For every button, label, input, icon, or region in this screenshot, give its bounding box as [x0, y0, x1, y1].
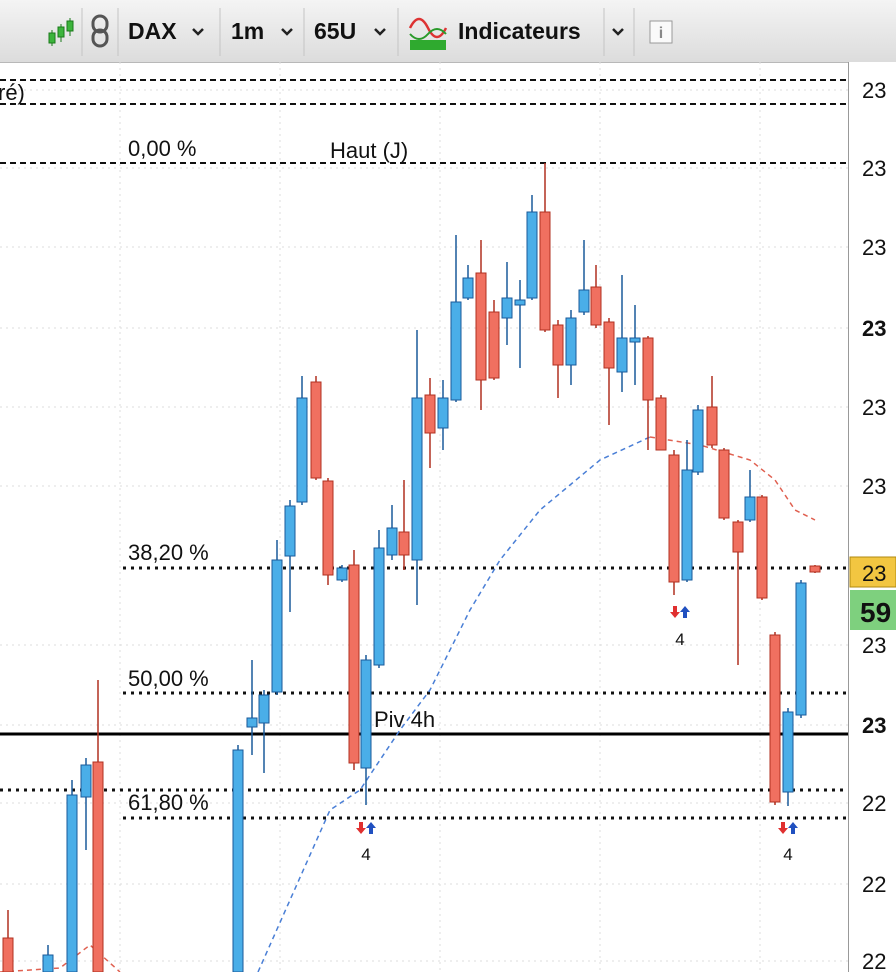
candle — [488, 311, 500, 379]
candle — [668, 454, 680, 583]
signal-down — [670, 606, 680, 618]
svg-text:i: i — [659, 25, 663, 42]
symbol-selector[interactable]: DAX — [128, 18, 177, 44]
price-label: 23 — [862, 78, 886, 103]
candle — [232, 749, 244, 972]
candle — [66, 794, 78, 972]
candle — [271, 559, 283, 693]
candle — [795, 582, 807, 716]
candle — [642, 337, 654, 401]
candle — [681, 469, 693, 581]
candle — [462, 277, 474, 299]
candle — [578, 289, 590, 313]
candle — [603, 321, 615, 369]
candle — [655, 397, 667, 451]
candle — [310, 381, 322, 479]
fib-label: 38,20 % — [128, 540, 209, 565]
candle — [732, 521, 744, 553]
price-label: 23 — [862, 316, 886, 341]
toolbar-icons: i — [48, 8, 673, 56]
candle — [348, 564, 360, 764]
candle — [42, 954, 54, 972]
change-badge — [850, 590, 896, 630]
signal-count: 4 — [361, 845, 370, 864]
fib-label: 61,80 % — [128, 790, 209, 815]
change-value: 59 — [860, 597, 891, 628]
candle — [373, 547, 385, 666]
candle — [411, 397, 423, 561]
candle — [629, 337, 641, 343]
units-selector[interactable]: 65U — [314, 18, 357, 44]
toolbar: i DAX 1m 65U Indicateurs — [0, 0, 896, 63]
interval-selector[interactable]: 1m — [231, 18, 265, 44]
signal-up — [680, 606, 690, 618]
candle — [782, 711, 794, 793]
candle — [2, 937, 14, 972]
last-price-badge — [849, 556, 896, 588]
signal-down — [356, 822, 366, 834]
price-label: 23 — [862, 156, 886, 181]
candle — [590, 286, 602, 326]
candle — [539, 211, 551, 331]
candle — [706, 406, 718, 446]
signal-count: 4 — [675, 630, 684, 649]
candle — [475, 272, 487, 381]
indicators-button[interactable]: Indicateurs — [458, 18, 581, 44]
candle — [809, 565, 821, 573]
candle — [386, 527, 398, 556]
candle — [692, 409, 704, 473]
moving-average — [257, 436, 651, 972]
pivot-label: Piv 4h — [374, 707, 435, 732]
candle — [258, 694, 270, 724]
candle — [718, 449, 730, 519]
price-label: 23 — [862, 713, 886, 738]
candle — [514, 299, 526, 306]
candle — [80, 764, 92, 798]
candle — [336, 567, 348, 581]
moving-average — [649, 436, 816, 521]
price-label: 23 — [862, 474, 886, 499]
price-label: 23 — [862, 235, 886, 260]
candle — [246, 717, 258, 728]
candle — [322, 480, 334, 576]
candle — [437, 397, 449, 429]
candle — [501, 297, 513, 319]
candle — [450, 301, 462, 401]
price-label: 22 — [862, 872, 886, 897]
price-label: 22 — [862, 949, 886, 972]
candle — [92, 761, 104, 972]
candle — [424, 394, 436, 434]
candle — [296, 397, 308, 503]
candle — [284, 505, 296, 557]
level-label: ré) — [0, 80, 25, 105]
signal-up — [788, 822, 798, 834]
candle — [744, 496, 756, 521]
price-label: 23 — [862, 395, 886, 420]
signal-count: 4 — [783, 845, 792, 864]
candle — [552, 324, 564, 366]
candle — [565, 317, 577, 366]
moving-average — [0, 944, 121, 972]
chart: ré) 0,00 % Haut (J) 38,20 % 50,00 % Piv 4h 61,… — [0, 62, 896, 972]
signal-up — [366, 822, 376, 834]
candle — [756, 496, 768, 599]
last-price: 23 — [862, 561, 886, 586]
candle — [769, 634, 781, 803]
candle — [616, 337, 628, 373]
signal-down — [778, 822, 788, 834]
candle — [398, 531, 410, 556]
fib-label: 0,00 % — [128, 136, 197, 161]
price-label: 22 — [862, 791, 886, 816]
candle — [360, 659, 372, 769]
candle — [526, 211, 538, 299]
level-label: Haut (J) — [330, 138, 408, 163]
fib-label: 50,00 % — [128, 666, 209, 691]
price-label: 23 — [862, 633, 886, 658]
